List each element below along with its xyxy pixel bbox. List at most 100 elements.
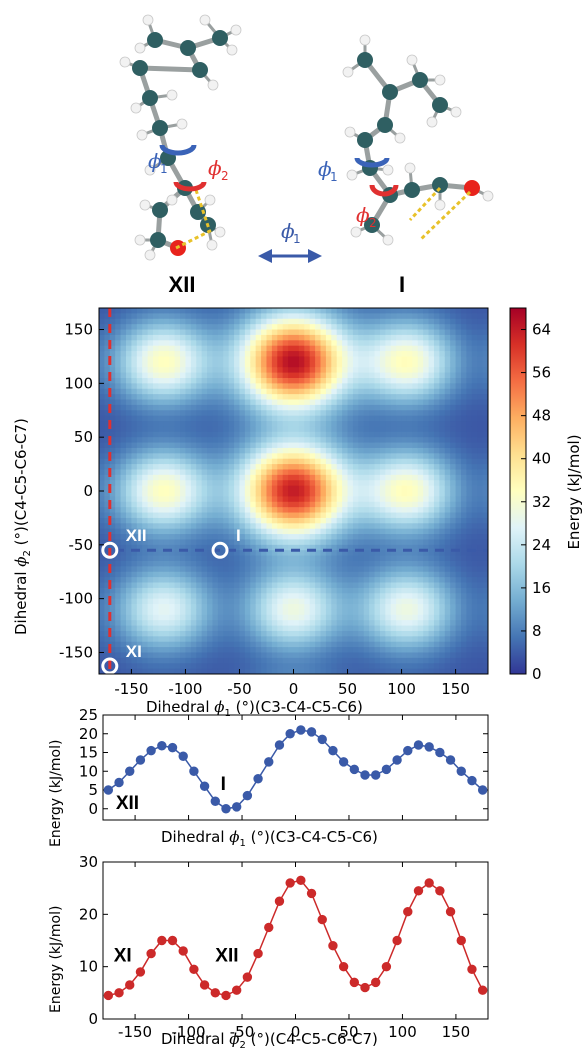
heatmap-cell [196,496,203,503]
heatmap-cell [309,528,316,535]
heatmap-cell [163,657,170,664]
heatmap-cell [142,404,149,411]
heatmap-cell [277,458,284,465]
heatmap-cell [466,485,473,492]
heatmap-cell [466,491,473,497]
heatmap-cell [390,474,397,481]
heatmap-cell [482,324,488,331]
heatmap-cell [169,431,176,438]
heatmap-cell [131,388,138,395]
heatmap-cell [196,523,203,530]
heatmap-cell [444,313,451,320]
heatmap-cell [423,577,430,584]
heatmap-cell [153,356,160,363]
heatmap-cell [250,636,257,643]
heatmap-cell [417,410,424,417]
heatmap-cell [477,377,484,384]
heatmap-cell [331,647,338,654]
heatmap-cell [466,598,473,605]
heatmap-cell [136,329,143,336]
heatmap-cell [444,426,451,433]
heatmap-cell [255,426,262,433]
heatmap-cell [109,474,116,481]
heatmap-cell [417,625,424,632]
heatmap-cell [374,388,381,395]
heatmap-cell [169,609,176,616]
heatmap-cell [250,324,257,331]
heatmap-cell [153,577,160,584]
heatmap-cell [309,566,316,573]
heatmap-cell [115,555,122,562]
heatmap-cell [298,442,305,449]
heatmap-cell [433,340,440,347]
heatmap-cell [250,447,257,454]
heatmap-cell [153,560,160,567]
heatmap-cell [450,614,457,621]
heatmap-cell [99,442,105,449]
heatmap-cell [158,421,165,428]
heatmap-cell [460,437,467,444]
heatmap-cell [455,566,462,573]
heatmap-cell [223,528,230,535]
heatmap-cell [406,630,413,637]
heatmap-cell [120,372,127,379]
heatmap-cell [212,324,219,331]
heatmap-cell [126,464,133,471]
heatmap-cell [163,571,170,578]
heatmap-cell [277,523,284,530]
heatmap-cell [109,512,116,519]
heatmap-cell [477,388,484,395]
heatmap-cell [401,604,408,611]
heatmap-cell [255,372,262,379]
heatmap-cell [217,399,224,406]
heatmap-cell [126,367,133,374]
heatmap-cell [471,410,478,417]
heatmap-cell [331,469,338,476]
heatmap-cell [315,657,322,664]
heatmap-cell [126,587,133,594]
heatmap-cell [433,410,440,417]
heatmap-cell [115,620,122,627]
heatmap-cell [293,609,300,616]
heatmap-cell [104,340,111,347]
heatmap-cell [417,480,424,487]
heatmap-cell [304,345,311,352]
heatmap-cell [455,388,462,395]
heatmap-cell [234,550,241,557]
heatmap-cell [444,641,451,648]
heatmap-cell [190,383,197,390]
heatmap-cell [428,356,435,363]
heatmap-cell [207,442,214,449]
heatmap-cell [163,447,170,454]
heatmap-cell [136,657,143,664]
heatmap-cell [309,464,316,471]
heatmap-cell [244,458,251,465]
heatmap-cell [325,485,332,492]
heatmap-cell [406,560,413,567]
heatmap-cell [104,431,111,438]
heatmap-cell [277,388,284,395]
heatmap-cell [412,641,419,648]
heatmap-cell [99,426,105,433]
heatmap-cell [315,620,322,627]
heatmap-cell [131,426,138,433]
heatmap-cell [385,404,392,411]
heatmap-cell [347,313,354,320]
heatmap-cell [190,501,197,508]
heatmap-cell [196,474,203,481]
heatmap-cell [406,641,413,648]
heatmap-cell [250,313,257,320]
heatmap-cell [131,641,138,648]
heatmap-cell [212,410,219,417]
heatmap-cell [439,377,446,384]
heatmap-cell [358,313,365,320]
heatmap-cell [158,345,165,352]
heatmap-cell [477,334,484,341]
heatmap-cell [477,458,484,465]
heatmap-cell [385,372,392,379]
heatmap-cell [223,318,230,325]
heatmap-cell [250,410,257,417]
heatmap-cell [277,447,284,454]
heatmap-cell [304,625,311,632]
heatmap-cell [331,447,338,454]
